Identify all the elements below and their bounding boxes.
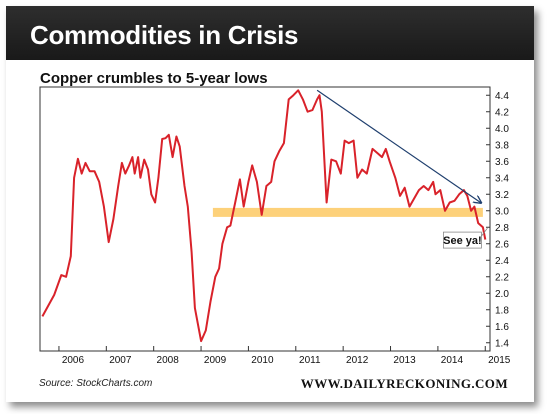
y-tick-label: 2.8 bbox=[495, 223, 509, 234]
y-tick-label: 3.4 bbox=[495, 173, 509, 184]
plot-frame bbox=[39, 86, 491, 352]
y-tick-label: 3.0 bbox=[495, 206, 509, 217]
y-tick-label: 1.8 bbox=[495, 305, 509, 316]
support-band bbox=[212, 207, 483, 217]
y-tick-label: 1.6 bbox=[495, 322, 509, 333]
x-tick-label: 2011 bbox=[299, 355, 321, 366]
copper-price-line bbox=[41, 89, 487, 343]
y-tick-label: 2.2 bbox=[495, 272, 509, 283]
y-tick-label: 3.2 bbox=[495, 190, 509, 201]
callout-box bbox=[443, 231, 482, 249]
y-tick-label: 4.2 bbox=[495, 107, 509, 118]
x-tick-label: 2009 bbox=[204, 355, 227, 366]
x-tick-label: 2006 bbox=[62, 355, 85, 366]
y-tick-label: 2.4 bbox=[495, 256, 509, 267]
callout-label: See ya! bbox=[443, 235, 482, 247]
y-tick-label: 4.4 bbox=[495, 91, 509, 102]
chart-title: Copper crumbles to 5-year lows bbox=[40, 70, 268, 87]
x-tick-label: 2012 bbox=[346, 355, 369, 366]
y-tick-label: 3.8 bbox=[495, 140, 509, 151]
y-tick-label: 1.4 bbox=[495, 338, 509, 349]
y-tick-label: 4.0 bbox=[495, 124, 509, 135]
x-tick-label: 2010 bbox=[251, 355, 274, 366]
y-tick-label: 2.6 bbox=[495, 239, 509, 250]
callout-pointer bbox=[481, 227, 488, 237]
x-tick-label: 2008 bbox=[157, 355, 180, 366]
x-tick-label: 2007 bbox=[109, 355, 132, 366]
y-tick-label: 2.0 bbox=[495, 289, 509, 300]
page-title: Commodities in Crisis bbox=[30, 20, 299, 50]
x-tick-label: 2015 bbox=[488, 355, 511, 366]
x-tick-label: 2013 bbox=[393, 355, 416, 366]
header-bar: Commodities in Crisis bbox=[6, 6, 534, 60]
site-credit: WWW.DAILYRECKONING.COM bbox=[300, 376, 508, 391]
downtrend-arrow bbox=[316, 89, 480, 202]
y-tick-label: 3.6 bbox=[495, 157, 509, 168]
source-credit: Source: StockCharts.com bbox=[39, 378, 153, 389]
x-tick-label: 2014 bbox=[441, 355, 464, 366]
